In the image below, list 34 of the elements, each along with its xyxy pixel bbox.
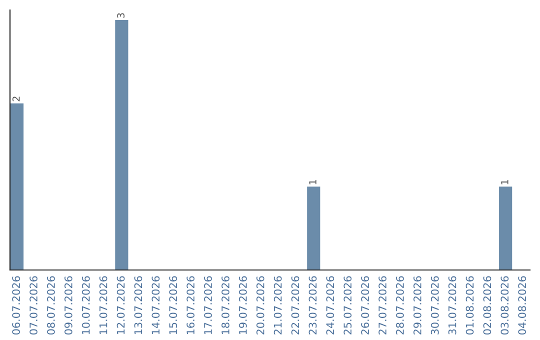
x-tick-label: 04.08.2026	[518, 276, 526, 335]
x-tick-label: 13.07.2026	[134, 276, 142, 334]
x-tick-label: 28.07.2026	[396, 276, 404, 334]
x-tick-label: 02.08.2026	[483, 276, 492, 335]
data-label: 1	[501, 180, 508, 184]
x-tick-label: 27.07.2026	[378, 276, 386, 334]
x-tick-label: 25.07.2026	[344, 276, 352, 334]
x-tick-label: 11.07.2026	[99, 276, 108, 334]
x-tick-label: 16.07.2026	[186, 276, 194, 334]
x-tick-label: 22.07.2026	[291, 276, 300, 334]
data-label: 2	[12, 96, 20, 102]
x-tick-label: 03.08.2026	[500, 276, 509, 335]
x-tick-label: 30.07.2026	[430, 276, 439, 334]
x-tick-label: 24.07.2026	[326, 276, 334, 334]
data-label: 1	[309, 180, 316, 184]
x-tick-label: 09.07.2026	[64, 276, 72, 335]
x-tick-label: 12.07.2026	[116, 276, 125, 334]
x-tick-label: 19.07.2026	[238, 276, 247, 334]
x-tick-label: 20.07.2026	[256, 276, 264, 334]
x-tick-label: 07.07.2026	[30, 276, 38, 335]
x-tick-label: 18.07.2026	[222, 276, 230, 334]
x-tick-label: 26.07.2026	[361, 276, 369, 334]
x-tick-label: 21.07.2026	[274, 276, 282, 334]
x-tick-label: 01.08.2026	[466, 276, 474, 335]
x-tick-label: 10.07.2026	[82, 276, 90, 334]
x-tick-label: 08.07.2026	[47, 276, 55, 335]
x-tick-label: 17.07.2026	[204, 276, 212, 334]
x-tick-label: 31.07.2026	[448, 276, 456, 334]
x-tick-label: 29.07.2026	[413, 276, 422, 334]
x-tick-label: 06.07.2026	[12, 276, 20, 335]
data-label: 3	[117, 13, 124, 18]
x-tick-label: 23.07.2026	[308, 276, 317, 334]
x-tick-label: 15.07.2026	[169, 276, 178, 334]
x-tick-label: 14.07.2026	[152, 276, 160, 334]
